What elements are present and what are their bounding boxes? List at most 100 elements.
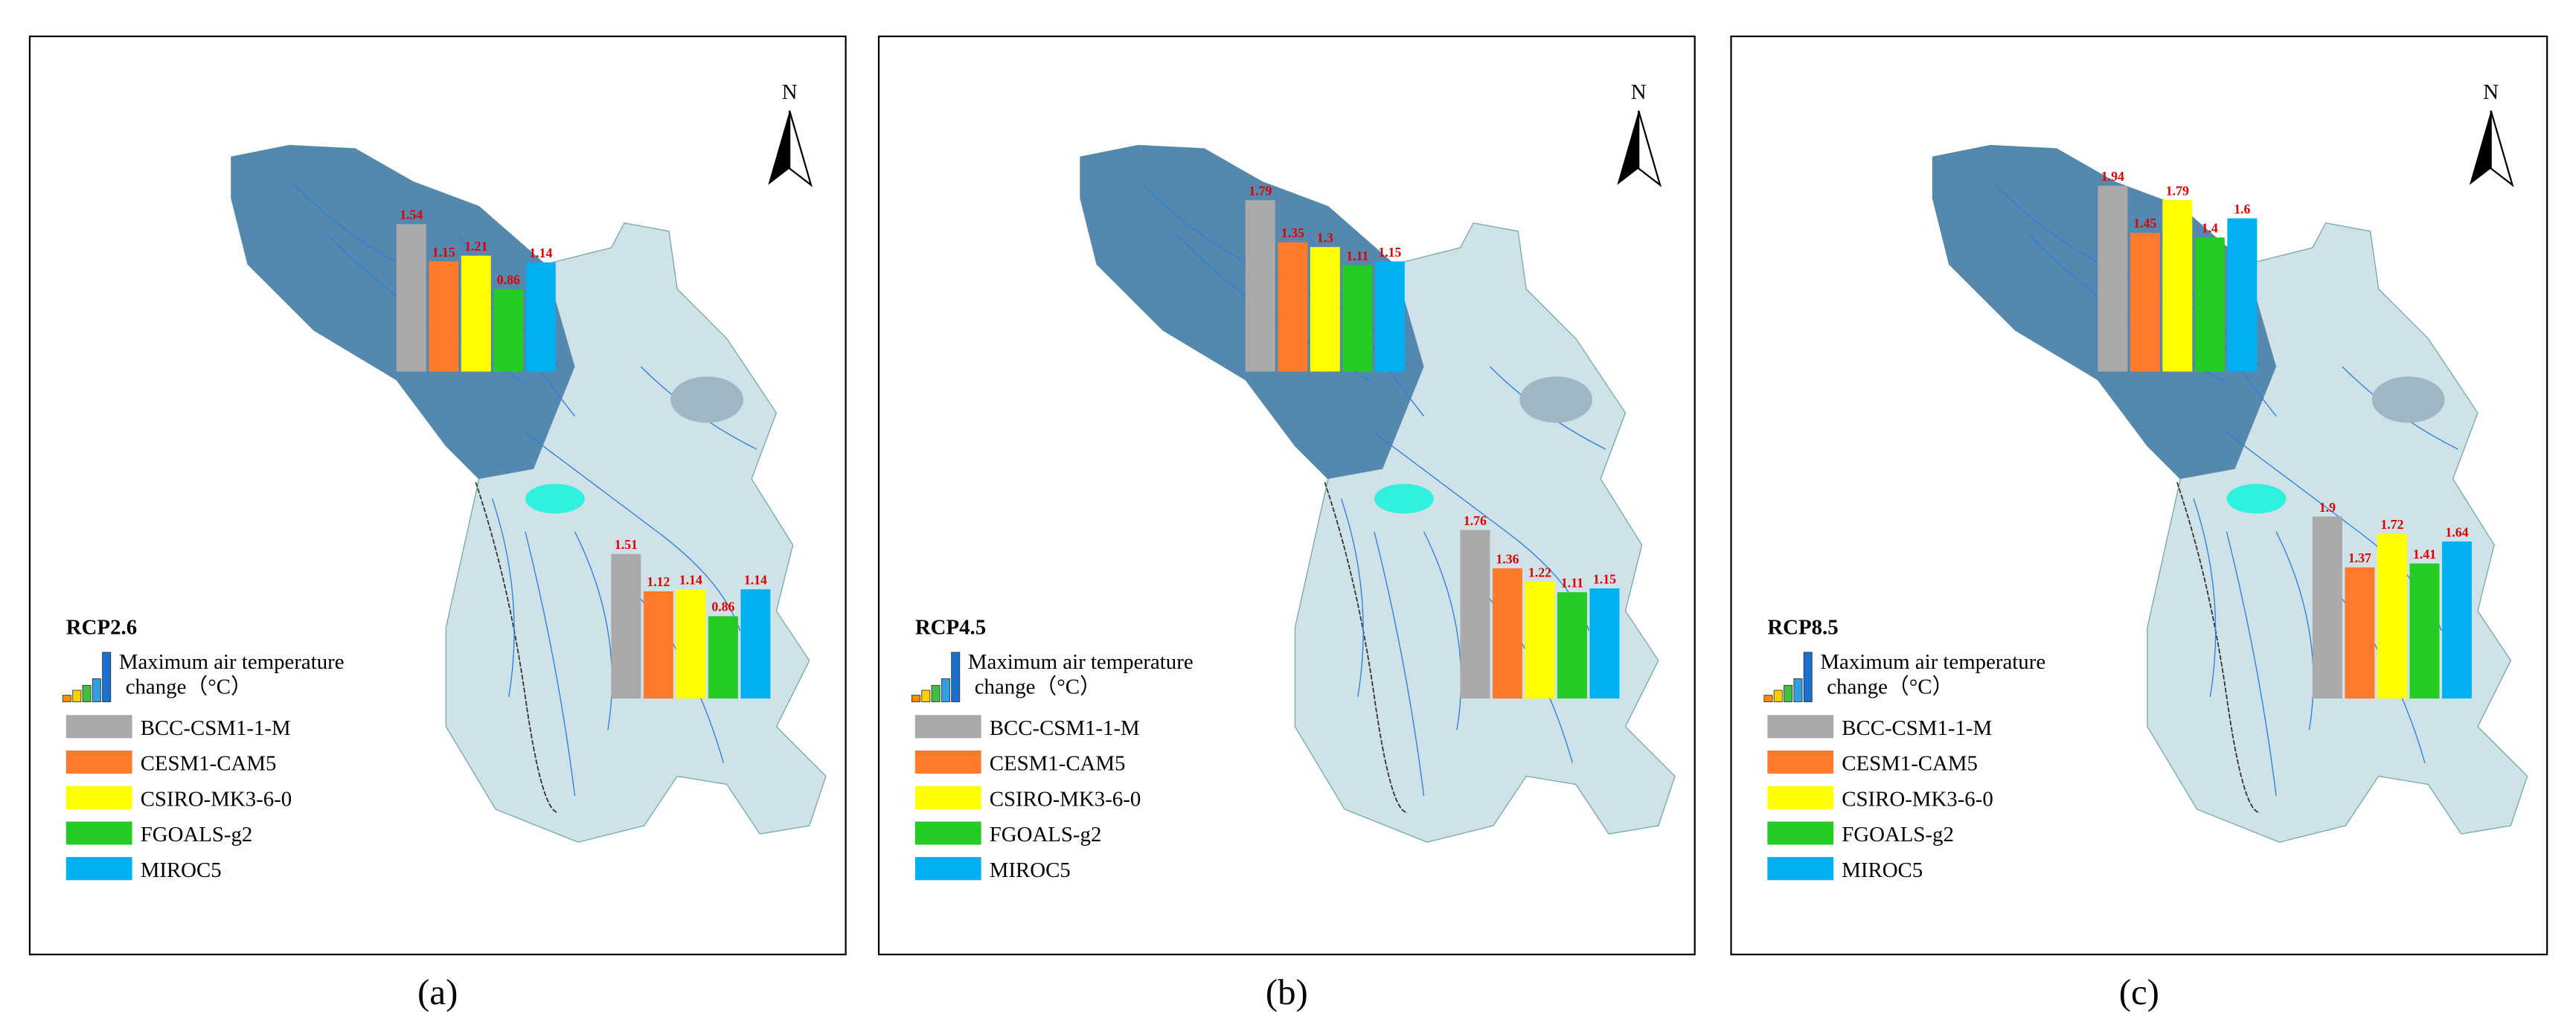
legend-swatch [914,786,981,809]
bar [1374,261,1405,372]
bar [1589,588,1620,699]
bar [1492,568,1522,699]
north-label: N [2483,80,2499,104]
legend-swatch [914,821,981,845]
legend-title: change（°C） [126,675,252,698]
legend-label: CSIRO-MK3-6-0 [141,787,292,811]
legend-swatch [914,715,981,739]
bar [2312,516,2342,699]
bar [2130,232,2160,372]
value-label: 1.45 [2133,216,2156,231]
value-label: 1.54 [400,208,423,222]
legend-title: change（°C） [1827,675,1953,698]
legend-swatch [1767,857,1834,881]
legend-label: CESM1-CAM5 [990,752,1126,776]
bar [1460,530,1490,699]
bar [2377,533,2407,699]
river [1423,531,1462,730]
legend-title: Maximum air temperature [1820,650,2045,674]
value-label: 1.94 [2101,169,2124,184]
north-arrow [2469,110,2491,185]
legend-icon [911,695,920,702]
value-label: 1.15 [432,245,455,260]
legend-label: CSIRO-MK3-6-0 [990,787,1141,811]
value-label: 1.79 [1249,183,1272,198]
value-label: 1.3 [1317,230,1333,245]
north-label: N [782,80,798,104]
value-label: 1.22 [1528,565,1551,579]
legend-icon [72,690,82,702]
legend-swatch [1767,751,1834,774]
legend-icon [941,678,950,702]
bar [1245,200,1275,372]
legend-icon [1763,695,1773,702]
bar [1310,247,1340,372]
scenario-label: RCP2.6 [66,616,137,640]
legend-label: FGOALS-g2 [141,823,253,847]
legend-label: BCC-CSM1-1-M [990,716,1140,740]
north-arrow [789,110,813,187]
legend-label: MIROC5 [990,858,1071,882]
boundary-line [475,481,559,814]
legend-swatch [1767,821,1834,845]
bar [1278,242,1308,372]
panel: N 1.94 1.45 1.79 1.4 1.6 1.9 1.37 1.72 1.41 1.64 RC… [1730,35,2548,956]
legend-label: BCC-CSM1-1-M [1842,716,1992,740]
lake [525,484,585,514]
bar [740,589,771,699]
value-label: 1.4 [2202,221,2218,236]
value-label: 0.86 [711,600,734,614]
north-arrow [1638,110,1662,187]
value-label: 1.79 [2166,183,2189,198]
legend-icon [62,695,71,702]
panel: N 1.54 1.15 1.21 0.86 1.14 1.51 1.12 1.14 0.86 1.1… [28,35,847,956]
upland [670,376,743,423]
bar [396,224,426,372]
legend-swatch [914,857,981,881]
value-label: 1.64 [2445,524,2468,539]
value-label: 1.14 [744,573,767,588]
legend-title: Maximum air temperature [968,650,1194,674]
bar [2098,185,2128,372]
legend-icon [1773,690,1783,702]
legend-icon [931,684,941,702]
value-label: 1.72 [2380,517,2403,532]
river [574,531,613,730]
scenario-label: RCP4.5 [915,616,986,640]
river [491,498,515,697]
legend-icon [82,684,92,702]
north-arrow [1617,110,1639,185]
legend-swatch [65,786,132,809]
bar [1525,581,1555,699]
legend-icon [102,652,112,702]
legend-swatch [65,715,132,739]
value-label: 1.21 [464,239,487,254]
value-label: 1.51 [615,537,638,552]
bar [429,261,459,372]
bar [2227,218,2258,372]
legend-swatch [65,857,132,881]
bar [2409,563,2440,699]
north-arrow [768,110,790,185]
bar [1557,592,1587,699]
legend-icon [1803,652,1813,702]
value-label: 1.76 [1464,513,1487,528]
north-label: N [1631,80,1647,104]
legend-icon [1784,684,1793,702]
value-label: 0.86 [497,272,520,287]
river [1340,498,1364,697]
value-label: 1.11 [1346,248,1368,263]
legend-icon [92,678,101,702]
bar [676,589,706,699]
bar [708,616,738,699]
legend-label: FGOALS-g2 [1842,823,1954,847]
value-label: 1.41 [2413,547,2436,562]
bar [2194,237,2225,372]
legend-label: BCC-CSM1-1-M [141,716,291,740]
bar [2345,567,2375,699]
value-label: 1.6 [2234,202,2250,216]
bar [525,262,556,372]
value-label: 1.15 [1593,571,1616,586]
bar [461,255,491,372]
